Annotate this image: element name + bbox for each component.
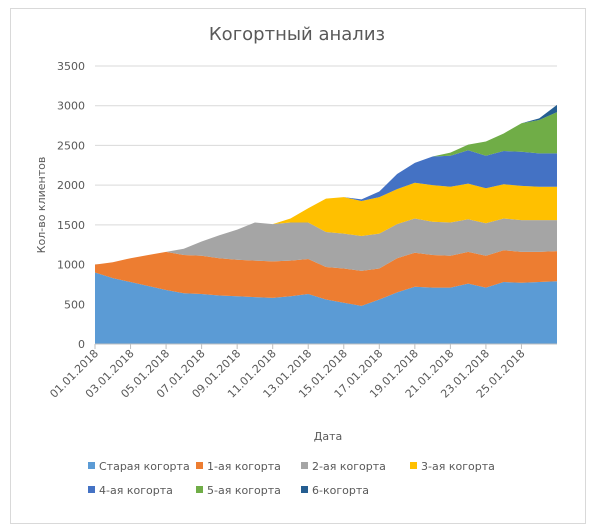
legend: Старая когорта 1-ая когорта 2-ая когорта 3-…	[88, 460, 495, 497]
legend-swatch	[301, 462, 308, 469]
legend-label: 6-когорта	[312, 484, 369, 497]
legend-label: Старая когорта	[99, 460, 190, 473]
chart-title: Когортный анализ	[209, 24, 385, 45]
legend-label: 1-ая когорта	[207, 460, 281, 473]
legend-label: 4-ая когорта	[99, 484, 173, 497]
legend-label: 3-ая когорта	[421, 460, 495, 473]
y-tick-label: 500	[64, 298, 85, 311]
legend-label: 5-ая когорта	[207, 484, 281, 497]
legend-swatch	[196, 486, 203, 493]
series-area-5	[95, 150, 557, 265]
legend-swatch	[88, 486, 95, 493]
y-tick-label: 3000	[57, 100, 85, 113]
legend-swatch	[410, 462, 417, 469]
series-area-4	[95, 182, 557, 265]
y-tick-label: 3500	[57, 60, 85, 73]
y-tick-label: 2000	[57, 179, 85, 192]
series-areas	[95, 104, 557, 345]
legend-swatch	[196, 462, 203, 469]
legend-label: 2-ая когорта	[312, 460, 386, 473]
y-tick-label: 2500	[57, 139, 85, 152]
y-axis-label: Кол-во клиентов	[35, 157, 48, 254]
y-tick-label: 0	[78, 338, 85, 351]
y-tick-label: 1500	[57, 219, 85, 232]
legend-swatch	[88, 462, 95, 469]
x-axis-ticks: 01.01.201803.01.201805.01.201807.01.2018…	[47, 344, 528, 401]
series-area-1	[95, 272, 557, 344]
x-axis-label: Дата	[314, 430, 342, 443]
series-area-2	[95, 250, 557, 306]
series-area-3	[95, 218, 557, 271]
legend-swatch	[301, 486, 308, 493]
y-tick-label: 1000	[57, 259, 85, 272]
y-axis-ticks: 0 500 1000 1500 2000 2500 3000 3500	[57, 60, 85, 351]
